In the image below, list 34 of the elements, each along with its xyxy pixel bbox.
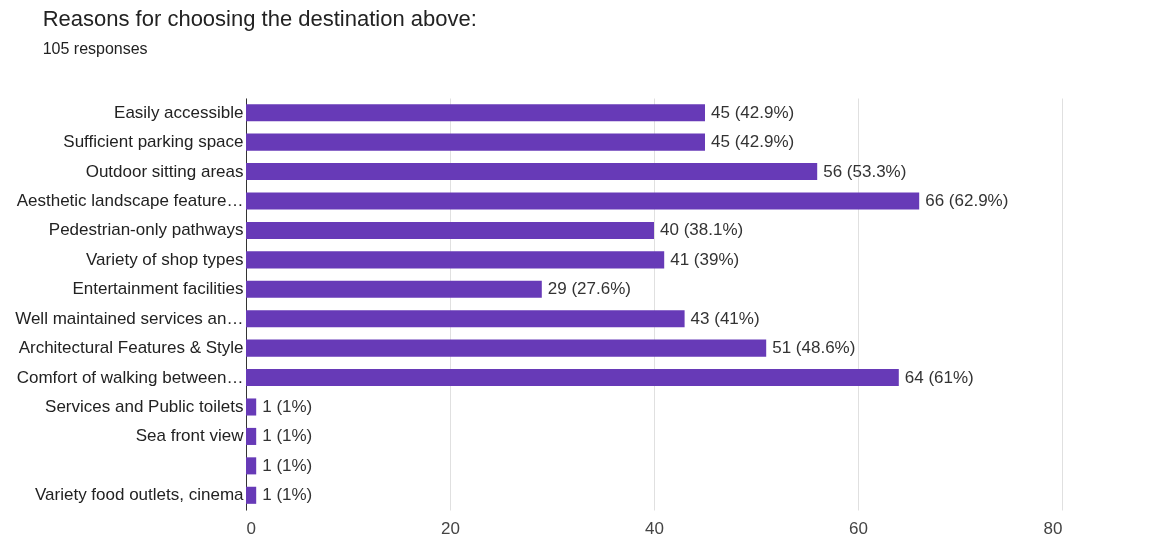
y-tick-label: Aesthetic landscape feature…: [16, 191, 244, 210]
y-tick-label: Outdoor sitting areas: [85, 161, 244, 181]
data-label: 1 (1%): [262, 397, 313, 416]
text: 105 responses: [42, 40, 148, 57]
y-tick-label: Sea front view: [135, 426, 245, 446]
y-tick-label: Comfort of walking between…: [16, 367, 244, 387]
data-label: 1 (1%): [262, 485, 313, 505]
data-label: 1 (1%): [262, 455, 313, 475]
x-tick-label: 80: [1043, 518, 1063, 538]
data-label: 51 (48.6%): [772, 338, 856, 358]
y-tick-label: Well maintained services an…: [15, 308, 244, 328]
data-label: 1 (1%): [262, 426, 313, 446]
y-tick-label: Entertainment facilities: [72, 279, 244, 299]
data-label: 56 (53.3%): [823, 161, 907, 181]
x-tick-label: 40: [645, 518, 664, 538]
y-tick-label: Variety of shop types: [86, 249, 244, 269]
data-label: 43 (41%): [690, 308, 760, 328]
x-tick-label: 0: [246, 518, 256, 538]
y-tick-label: Pedestrian-only pathways: [48, 220, 244, 240]
y-tick-label: Variety food outlets, cinema: [34, 485, 245, 505]
data-label: 40 (38.1%): [660, 220, 744, 240]
data-label: 29 (27.6%): [547, 279, 631, 299]
y-tick-label: Easily accessible: [114, 102, 244, 122]
y-tick-label: Architectural Features & Style: [18, 338, 244, 358]
data-label: 41 (39%): [670, 249, 740, 269]
y-tick-label: Services and Public toilets: [45, 397, 244, 416]
data-label: 64 (61%): [904, 367, 974, 387]
y-tick-label: Sufficient parking space: [63, 132, 244, 152]
x-tick-label: 60: [849, 518, 868, 538]
x-tick-label: 20: [441, 518, 460, 538]
chart-title: Reasons for choosing the destination above:: [42, 6, 477, 31]
data-label: 45 (42.9%): [711, 102, 795, 122]
data-label: 45 (42.9%): [711, 132, 795, 152]
data-label: 66 (62.9%): [925, 191, 1009, 210]
